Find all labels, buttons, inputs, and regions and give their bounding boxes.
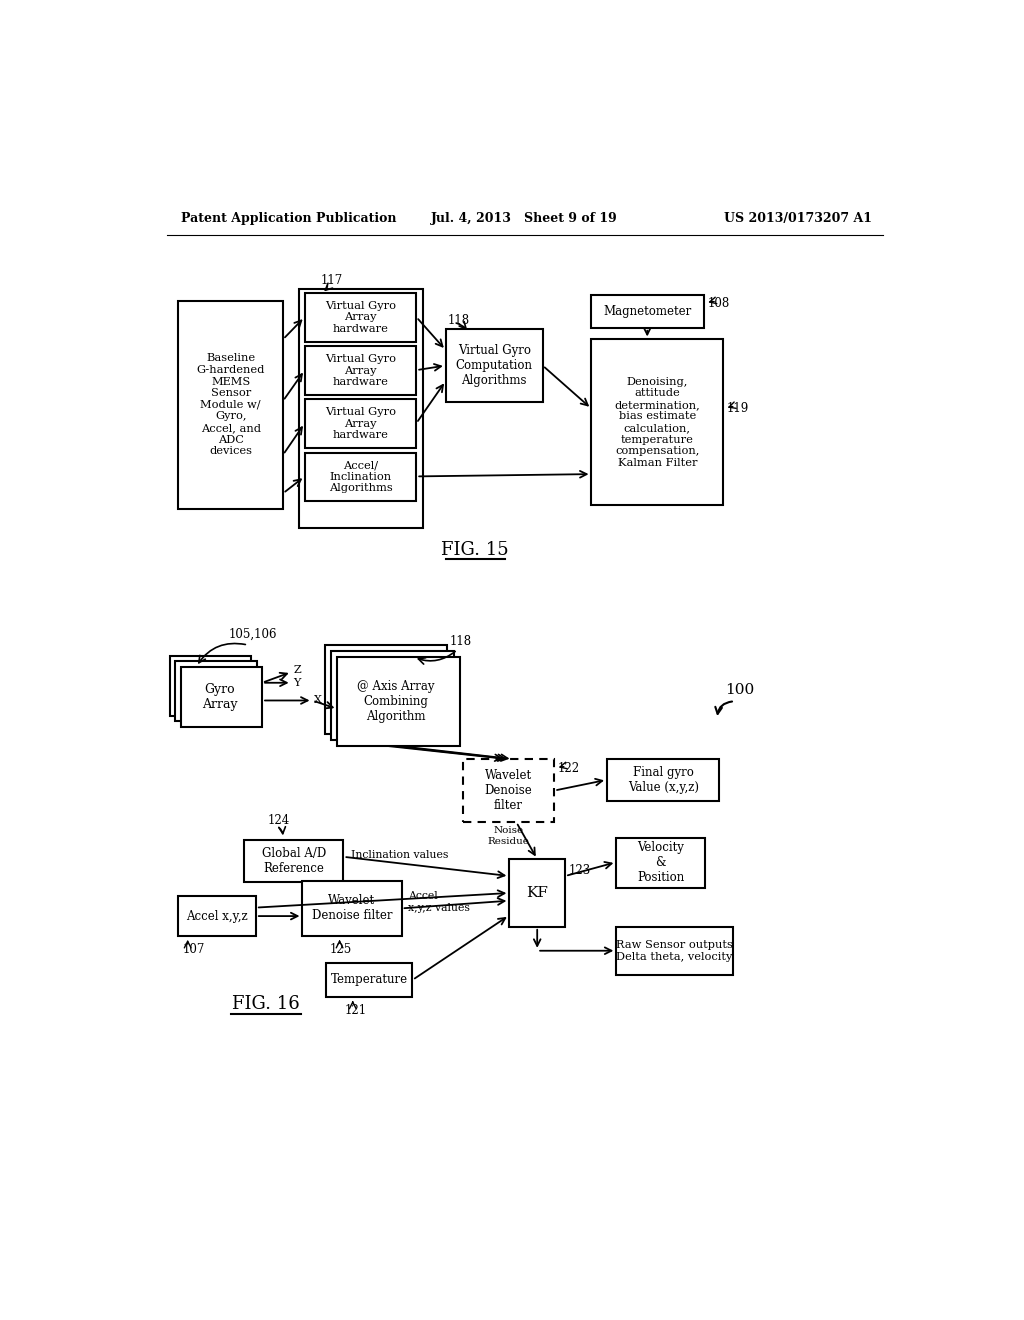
Bar (616, 927, 732, 974)
Text: Wavelet
Denoise
filter: Wavelet Denoise filter (484, 770, 532, 812)
Text: 107: 107 (182, 944, 205, 957)
Text: Gyro
Array: Gyro Array (202, 682, 238, 710)
Bar (170, 656, 251, 715)
Text: 119: 119 (726, 403, 749, 416)
Bar (337, 657, 460, 746)
Text: 117: 117 (321, 273, 342, 286)
Text: Jul. 4, 2013   Sheet 9 of 19: Jul. 4, 2013 Sheet 9 of 19 (431, 213, 618, 224)
Text: Baseline
G-hardened
MEMS
Sensor
Module w/
Gyro,
Accel, and
ADC
devices: Baseline G-hardened MEMS Sensor Module w… (197, 354, 265, 457)
Bar (463, 759, 554, 822)
Text: Wavelet
Denoise filter: Wavelet Denoise filter (311, 895, 392, 923)
Bar (509, 859, 565, 927)
Text: 100: 100 (725, 682, 754, 697)
Text: Patent Application Publication: Patent Application Publication (180, 213, 396, 224)
Bar (175, 661, 257, 721)
Bar (326, 964, 413, 997)
Text: 124: 124 (267, 814, 290, 828)
Text: FIG. 16: FIG. 16 (232, 995, 300, 1012)
Bar (305, 400, 417, 447)
Text: FIG. 15: FIG. 15 (441, 541, 509, 558)
Text: Virtual Gyro
Array
hardware: Virtual Gyro Array hardware (325, 301, 396, 334)
Text: 121: 121 (345, 1005, 368, 1018)
Text: 123: 123 (568, 865, 591, 878)
Text: Final gyro
Value (x,y,z): Final gyro Value (x,y,z) (628, 766, 698, 795)
Text: Y: Y (293, 677, 300, 688)
Text: KF: KF (526, 886, 548, 900)
Text: Z: Z (293, 665, 301, 676)
Text: Inclination values: Inclination values (351, 850, 449, 861)
Text: Accel x,y,z: Accel x,y,z (186, 909, 248, 923)
Bar (178, 301, 283, 508)
Text: X: X (314, 696, 322, 705)
Text: Virtual Gyro
Array
hardware: Virtual Gyro Array hardware (325, 407, 396, 441)
Text: Magnetometer: Magnetometer (603, 305, 692, 318)
Bar (445, 330, 543, 403)
Bar (178, 896, 256, 936)
Text: Accel
x,y,z values: Accel x,y,z values (408, 891, 470, 913)
Text: Velocity
&
Position: Velocity & Position (637, 841, 684, 884)
Text: Denoising,
attitude
determination,
bias estimate
calculation,
temperature
compen: Denoising, attitude determination, bias … (614, 376, 700, 467)
Bar (305, 293, 417, 342)
Bar (299, 289, 423, 528)
Text: 125: 125 (330, 944, 352, 957)
Bar (331, 651, 454, 739)
Text: Noise
Residue: Noise Residue (487, 826, 529, 846)
Text: 108: 108 (708, 297, 730, 310)
Bar (305, 453, 417, 502)
Text: Temperature: Temperature (331, 973, 408, 986)
Bar (325, 645, 447, 734)
Text: Accel/
Inclination
Algorithms: Accel/ Inclination Algorithms (329, 461, 392, 494)
Text: 118: 118 (449, 314, 470, 326)
Bar (305, 346, 417, 395)
Text: US 2013/0173207 A1: US 2013/0173207 A1 (724, 213, 872, 224)
Bar (607, 759, 719, 801)
Text: 118: 118 (450, 635, 472, 648)
Bar (616, 838, 706, 887)
Text: Virtual Gyro
Computation
Algorithms: Virtual Gyro Computation Algorithms (456, 345, 532, 387)
Text: 105,106: 105,106 (228, 628, 278, 640)
Bar (592, 296, 703, 327)
Text: @ Axis Array
Combining
Algorithm: @ Axis Array Combining Algorithm (356, 680, 434, 723)
Bar (592, 339, 723, 506)
Text: 122: 122 (557, 762, 580, 775)
Text: Virtual Gyro
Array
hardware: Virtual Gyro Array hardware (325, 354, 396, 387)
Bar (180, 667, 262, 726)
Bar (245, 840, 343, 882)
Text: Raw Sensor outputs
Delta theta, velocity: Raw Sensor outputs Delta theta, velocity (616, 940, 733, 961)
Text: Global A/D
Reference: Global A/D Reference (262, 847, 326, 875)
Bar (302, 880, 401, 936)
